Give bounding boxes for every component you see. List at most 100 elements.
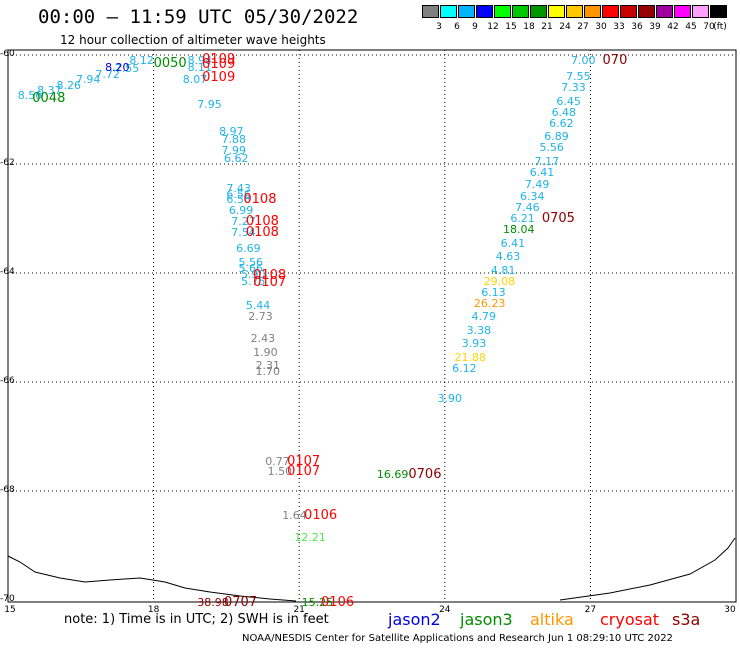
wave-height-label: 29.08 bbox=[483, 274, 516, 288]
latitude-label: -68 bbox=[0, 485, 15, 495]
legend-swatch bbox=[692, 5, 709, 18]
wave-height-label: 8.94 bbox=[187, 54, 213, 67]
wave-height-label: 7.95 bbox=[197, 97, 222, 111]
legend-label: 15 bbox=[505, 22, 517, 32]
legend-swatch bbox=[584, 5, 601, 18]
wave-height-label: 8.26 bbox=[56, 78, 82, 92]
legend-label: 33 bbox=[613, 22, 625, 32]
legend-label: 30 bbox=[595, 22, 607, 32]
wave-height-label: 8.56 bbox=[17, 89, 43, 103]
wave-height-label: 1.70 bbox=[255, 364, 281, 378]
wave-height-label: 7.72 bbox=[95, 67, 120, 81]
legend-swatch bbox=[422, 5, 439, 18]
pass-time-label: 0108 bbox=[243, 191, 277, 207]
map-frame bbox=[7, 49, 737, 603]
wave-height-label: 5.44 bbox=[245, 299, 271, 313]
wave-height-label: 5.75 bbox=[240, 274, 266, 288]
wave-height-label: 3.93 bbox=[461, 337, 487, 351]
wave-height-label: 7.33 bbox=[561, 81, 586, 95]
wave-height-label: 7.99 bbox=[221, 143, 247, 157]
pass-time-label: 0050 bbox=[153, 55, 187, 71]
legend-swatch bbox=[638, 5, 655, 18]
legend-swatch bbox=[674, 5, 691, 18]
pass-time-label: 0707 bbox=[223, 595, 258, 611]
wave-height-label: 6.99 bbox=[228, 203, 254, 217]
pass-time-label: 0705 bbox=[541, 211, 575, 227]
wave-height-label: 7.94 bbox=[75, 73, 101, 87]
legend-label: 21 bbox=[541, 22, 553, 32]
wave-height-label: 6.48 bbox=[551, 105, 577, 119]
wave-height-label: 7.46 bbox=[515, 201, 540, 215]
legend-label: 45 bbox=[685, 22, 697, 32]
legend-swatch bbox=[530, 5, 547, 18]
wave-height-label: 8.07 bbox=[182, 73, 208, 87]
pass-time-label: 0108 bbox=[245, 213, 279, 229]
pass-time-label: 0109 bbox=[202, 70, 236, 86]
wave-height-label: 38.98 bbox=[197, 596, 229, 610]
satellite-name-jason3: jason3 bbox=[460, 610, 513, 629]
wave-height-label: 1.64 bbox=[282, 509, 307, 523]
wave-height-label: 6.41 bbox=[500, 236, 526, 250]
wave-height-label: 0.77 bbox=[265, 454, 290, 468]
wave-height-label: 4.81 bbox=[490, 263, 516, 277]
legend-swatch bbox=[566, 5, 583, 18]
wave-height-label: 7.88 bbox=[221, 133, 247, 147]
wave-height-label: 5.90 bbox=[240, 267, 266, 281]
wave-height-label: 6.45 bbox=[556, 94, 581, 108]
wave-height-label: 7.54 bbox=[231, 225, 256, 239]
wave-height-label: 18.04 bbox=[503, 222, 535, 236]
wave-height-label: 2.73 bbox=[248, 310, 273, 324]
wave-height-label: 6.89 bbox=[544, 130, 569, 144]
wave-height-label: 15.25 bbox=[301, 596, 334, 610]
legend-swatch bbox=[440, 5, 457, 18]
wave-height-label: 6.21 bbox=[510, 212, 535, 226]
wave-height-label: 1.90 bbox=[253, 345, 278, 359]
legend-unit: (ft) bbox=[713, 22, 727, 32]
legend-swatch bbox=[602, 5, 619, 18]
wave-height-label: 21.88 bbox=[454, 351, 487, 365]
wave-height-label: 6.62 bbox=[549, 116, 574, 130]
wave-height-label: 6.41 bbox=[529, 165, 555, 179]
legend-label: 70 bbox=[703, 22, 715, 32]
pass-time-label: 0109 bbox=[202, 57, 236, 73]
legend-label: 3 bbox=[436, 22, 442, 32]
legend-label: 42 bbox=[667, 22, 679, 32]
wave-height-label: 8.11 bbox=[187, 60, 213, 74]
legend-label: 12 bbox=[487, 22, 499, 32]
graticule bbox=[8, 50, 736, 602]
wave-height-label: 8.37 bbox=[37, 83, 62, 97]
wave-height-label: 3.90 bbox=[437, 391, 463, 405]
legend-swatch bbox=[620, 5, 637, 18]
satellite-name-jason2: jason2 bbox=[388, 610, 441, 629]
longitude-label: 21 bbox=[293, 605, 305, 615]
satellite-name-s3a: s3a bbox=[672, 610, 701, 629]
color-legend: 3 6 9 12 15 18 21 24 27 30 33 36 39 42 45 70 (ft) bbox=[422, 5, 728, 33]
wave-height-label: 7.00 bbox=[570, 54, 596, 67]
pass-time-label: 0106 bbox=[304, 508, 338, 524]
wave-height-label: 2.43 bbox=[250, 331, 276, 345]
pass-time-label: 0048 bbox=[32, 91, 66, 107]
wave-height-label: 6.69 bbox=[236, 242, 261, 256]
wave-height-label: 8.20 bbox=[105, 60, 130, 74]
longitude-label: 15 bbox=[4, 605, 16, 615]
wave-height-label: 7.43 bbox=[226, 182, 251, 196]
legend-swatch bbox=[458, 5, 475, 18]
pass-time-label: 070 bbox=[602, 53, 628, 68]
wave-height-label: 7.55 bbox=[566, 70, 591, 84]
wave-height-label: 5.56 bbox=[238, 255, 264, 269]
pass-time-label: 0706 bbox=[408, 467, 442, 483]
satellite-name-cryosat: cryosat bbox=[600, 610, 660, 629]
latitude-label: -64 bbox=[0, 267, 15, 277]
latitude-label: -70 bbox=[0, 594, 15, 604]
legend-swatch bbox=[512, 5, 529, 18]
pass-time-label: 0107 bbox=[253, 275, 287, 291]
wave-height-label: 5.66 bbox=[238, 262, 264, 276]
wave-height-label: 7.17 bbox=[534, 154, 560, 168]
satellite-name-altika: altika bbox=[530, 610, 574, 629]
wave-height-label: 8.97 bbox=[219, 124, 244, 138]
longitude-label: 30 bbox=[724, 605, 736, 615]
pass-time-label: 0106 bbox=[321, 595, 355, 611]
latitude-label: -66 bbox=[0, 376, 15, 386]
longitude-label: 27 bbox=[584, 605, 597, 615]
legend-label: 27 bbox=[577, 22, 589, 32]
